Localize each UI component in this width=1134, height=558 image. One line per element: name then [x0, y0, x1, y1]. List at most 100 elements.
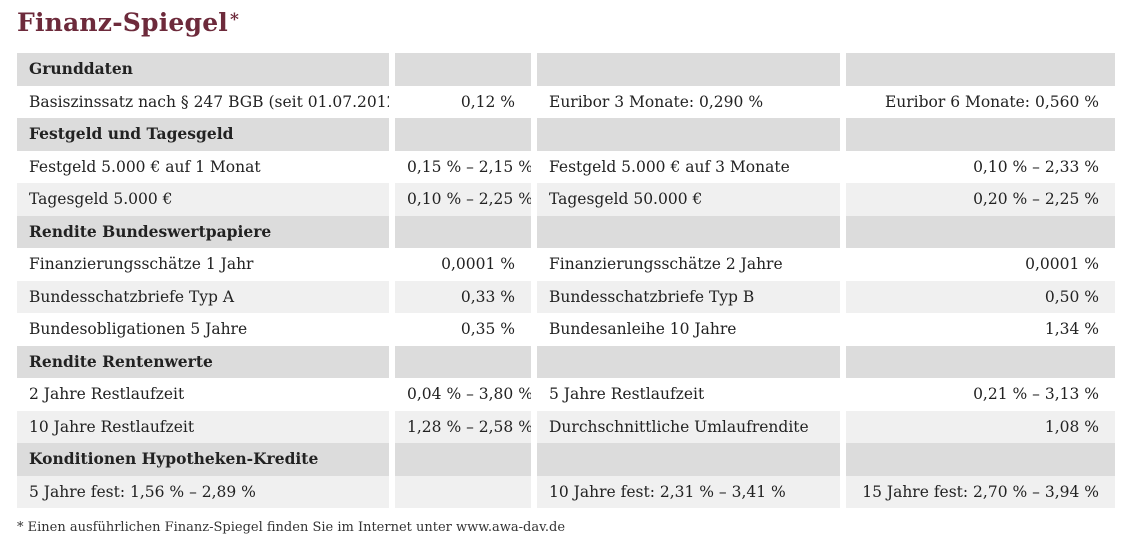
table-cell: [537, 443, 840, 476]
column-gap: [389, 118, 395, 151]
column-gap: [531, 183, 537, 216]
column-gap: [840, 150, 846, 183]
table-cell: Tagesgeld 5.000 €: [17, 183, 389, 216]
column-gap: [389, 280, 395, 313]
table-cell: Bundesschatzbriefe Typ A: [17, 280, 389, 313]
table-cell: Bundesobligationen 5 Jahre: [17, 313, 389, 346]
column-gap: [531, 280, 537, 313]
table-cell: [537, 215, 840, 248]
table-row: 10 Jahre Restlaufzeit 1,28 % – 2,58 % Durc…: [17, 410, 1115, 443]
table-cell: [395, 53, 531, 86]
column-gap: [840, 183, 846, 216]
section-header-row: Konditionen Hypotheken-Kredite: [17, 443, 1115, 476]
column-gap: [840, 118, 846, 151]
table-cell: Euribor 3 Monate: 0,290 %: [537, 85, 840, 118]
column-gap: [531, 443, 537, 476]
table-cell: 0,21 % – 3,13 %: [846, 378, 1115, 411]
table-cell: 1,08 %: [846, 410, 1115, 443]
column-gap: [389, 443, 395, 476]
column-gap: [389, 378, 395, 411]
column-gap: [531, 313, 537, 346]
title-text: Finanz-Spiegel: [17, 8, 228, 37]
column-gap: [389, 85, 395, 118]
column-gap: [389, 183, 395, 216]
column-gap: [840, 313, 846, 346]
table-cell: 5 Jahre fest: 1,56 % – 2,89 %: [17, 475, 389, 508]
table-cell: 0,12 %: [395, 85, 531, 118]
column-gap: [389, 475, 395, 508]
table-row: Basiszinssatz nach § 247 BGB (seit 01.07…: [17, 85, 1115, 118]
table-cell: 2 Jahre Restlaufzeit: [17, 378, 389, 411]
table-cell: 15 Jahre fest: 2,70 % – 3,94 %: [846, 475, 1115, 508]
section-header-cell: Grunddaten: [17, 53, 389, 86]
column-gap: [840, 410, 846, 443]
table-cell: Basiszinssatz nach § 247 BGB (seit 01.07…: [17, 85, 389, 118]
table-cell: 0,04 % – 3,80 %: [395, 378, 531, 411]
section-header-row: Rendite Rentenwerte: [17, 345, 1115, 378]
column-gap: [531, 410, 537, 443]
table-row: Bundesobligationen 5 Jahre 0,35 % Bundesan…: [17, 313, 1115, 346]
table-cell: [537, 53, 840, 86]
column-gap: [840, 345, 846, 378]
section-header-cell: Rendite Rentenwerte: [17, 345, 389, 378]
table-cell: Finanzierungsschätze 2 Jahre: [537, 248, 840, 281]
column-gap: [389, 410, 395, 443]
table-cell: [395, 118, 531, 151]
section-header-row: Grunddaten: [17, 53, 1115, 86]
table-cell: 5 Jahre Restlaufzeit: [537, 378, 840, 411]
column-gap: [389, 345, 395, 378]
table-cell: 10 Jahre fest: 2,31 % – 3,41 %: [537, 475, 840, 508]
finance-table: Grunddaten Basiszinssatz nach § 247 BGB (…: [17, 53, 1115, 508]
table-cell: [846, 345, 1115, 378]
table-row: Festgeld 5.000 € auf 1 Monat 0,15 % – 2,1…: [17, 150, 1115, 183]
section-header-cell: Rendite Bundeswertpapiere: [17, 215, 389, 248]
section-header-cell: Festgeld und Tagesgeld: [17, 118, 389, 151]
column-gap: [840, 248, 846, 281]
table-cell: [846, 53, 1115, 86]
column-gap: [531, 248, 537, 281]
section-header-row: Rendite Bundeswertpapiere: [17, 215, 1115, 248]
column-gap: [840, 215, 846, 248]
table-row: 2 Jahre Restlaufzeit 0,04 % – 3,80 % 5 Jah…: [17, 378, 1115, 411]
table-cell: [395, 475, 531, 508]
page-title: Finanz-Spiegel *: [17, 8, 239, 37]
column-gap: [840, 443, 846, 476]
table-cell: [846, 215, 1115, 248]
table-cell: 0,0001 %: [395, 248, 531, 281]
column-gap: [840, 53, 846, 86]
column-gap: [531, 85, 537, 118]
table-cell: 10 Jahre Restlaufzeit: [17, 410, 389, 443]
table-cell: [395, 345, 531, 378]
table-cell: [846, 118, 1115, 151]
table-cell: Finanzierungsschätze 1 Jahr: [17, 248, 389, 281]
table-cell: 0,35 %: [395, 313, 531, 346]
footnote: * Einen ausführlichen Finanz-Spiegel fin…: [17, 520, 566, 535]
table-cell: 0,0001 %: [846, 248, 1115, 281]
table-cell: [395, 443, 531, 476]
column-gap: [531, 345, 537, 378]
column-gap: [531, 215, 537, 248]
column-gap: [389, 248, 395, 281]
table-row: Bundesschatzbriefe Typ A 0,33 % Bundesscha…: [17, 280, 1115, 313]
column-gap: [840, 378, 846, 411]
column-gap: [389, 313, 395, 346]
table-cell: 1,34 %: [846, 313, 1115, 346]
title-footnote-mark: *: [230, 10, 240, 30]
table-cell: [395, 215, 531, 248]
table-cell: 0,20 % – 2,25 %: [846, 183, 1115, 216]
table-cell: 0,10 % – 2,25 %: [395, 183, 531, 216]
table-cell: [537, 118, 840, 151]
table-cell: Bundesschatzbriefe Typ B: [537, 280, 840, 313]
table-row: Finanzierungsschätze 1 Jahr 0,0001 % Finan…: [17, 248, 1115, 281]
table-cell: Bundesanleihe 10 Jahre: [537, 313, 840, 346]
column-gap: [840, 280, 846, 313]
column-gap: [531, 53, 537, 86]
table-cell: 0,15 % – 2,15 %: [395, 150, 531, 183]
table-cell: 0,50 %: [846, 280, 1115, 313]
column-gap: [531, 475, 537, 508]
column-gap: [389, 150, 395, 183]
column-gap: [531, 378, 537, 411]
table-cell: Festgeld 5.000 € auf 1 Monat: [17, 150, 389, 183]
column-gap: [840, 85, 846, 118]
table-cell: Tagesgeld 50.000 €: [537, 183, 840, 216]
